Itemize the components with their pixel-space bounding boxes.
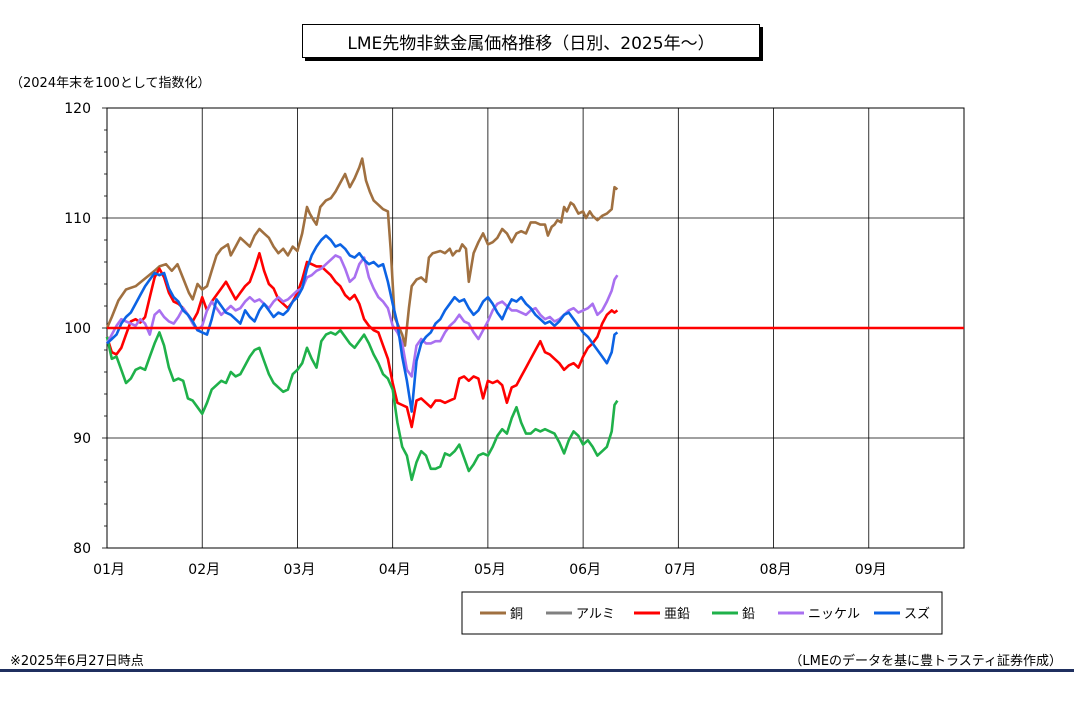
legend-label: アルミ <box>576 607 615 622</box>
series-line <box>105 157 619 347</box>
x-tick-label: 05月 <box>474 562 506 578</box>
chart-legend: 銅 アルミ 亜鉛 鉛 ニッケル スズ <box>461 591 943 635</box>
y-tick-label: 80 <box>73 541 91 557</box>
x-tick-label: 03月 <box>284 562 316 578</box>
series-line <box>105 328 619 482</box>
y-tick-label: 120 <box>64 101 91 117</box>
legend-box <box>461 591 943 635</box>
legend-label: 鉛 <box>742 607 755 622</box>
x-tick-label: 04月 <box>379 562 411 578</box>
x-tick-label: 09月 <box>855 562 887 578</box>
y-tick-label: 110 <box>64 211 91 227</box>
chart-title: LME先物非鉄金属価格推移（日別、2025年～） <box>302 24 760 58</box>
x-tick-label: 06月 <box>569 562 601 578</box>
chart-axes: 80 90 100 110 120 01月 02月 03月 04月 05月 06月 07月 08月 09月 <box>64 101 886 578</box>
index-note: （2024年末を100として指数化） <box>10 76 211 91</box>
chart-series <box>105 157 964 482</box>
y-tick-label: 90 <box>73 431 91 447</box>
footnote-source: （LMEのデータを基に豊トラスティ証券作成） <box>789 654 1062 669</box>
x-tick-label: 07月 <box>664 562 696 578</box>
x-tick-label: 02月 <box>188 562 220 578</box>
legend-label: ニッケル <box>808 607 860 622</box>
series-line <box>106 234 619 413</box>
x-tick-label: 08月 <box>760 562 792 578</box>
y-tick-label: 100 <box>64 321 91 337</box>
footnote-date: ※2025年6月27日時点 <box>10 654 144 669</box>
legend-label: スズ <box>904 606 930 622</box>
legend-label: 亜鉛 <box>664 607 690 622</box>
legend-label: 銅 <box>510 607 523 622</box>
bottom-rule <box>0 669 1074 672</box>
x-tick-label: 01月 <box>93 562 125 578</box>
